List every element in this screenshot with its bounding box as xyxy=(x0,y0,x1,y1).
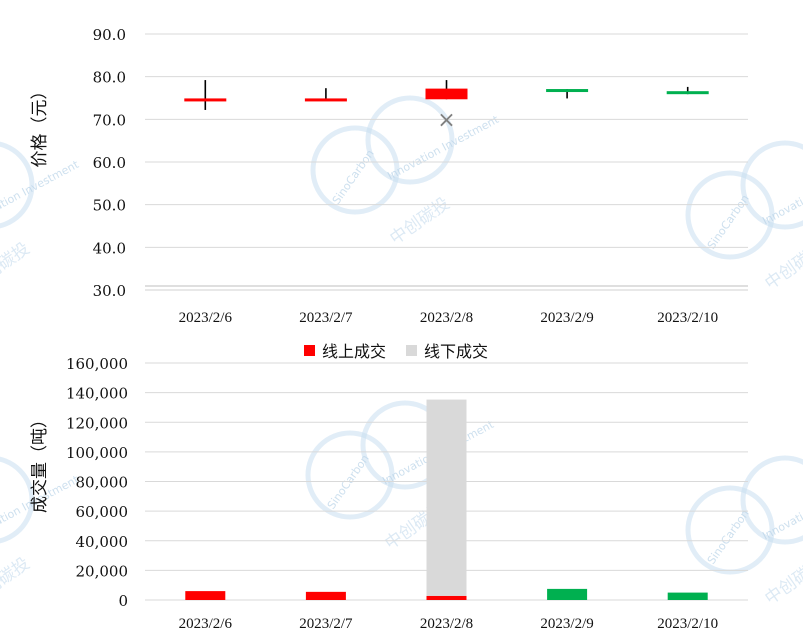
volume-ytick-label: 0 xyxy=(118,592,128,610)
watermark-circle xyxy=(0,141,35,229)
volume-xtick-label: 2023/2/9 xyxy=(540,616,593,632)
volume-ytick-label: 140,000 xyxy=(66,385,128,403)
volume-xtick-label: 2023/2/6 xyxy=(179,616,233,632)
watermark-circle xyxy=(365,95,455,185)
legend-label: 线上成交 xyxy=(322,342,386,361)
legend-swatch xyxy=(406,345,417,356)
volume-bar-online xyxy=(667,592,708,600)
volume-xtick-label: 2023/2/10 xyxy=(657,616,718,632)
volume-ytick-label: 20,000 xyxy=(76,562,129,580)
watermark-circle xyxy=(305,430,395,520)
price-xtick-label: 2023/2/7 xyxy=(299,310,353,326)
volume-bar-online xyxy=(547,588,588,600)
price-ytick-label: 40.0 xyxy=(93,239,126,257)
volume-bar-online xyxy=(426,595,467,600)
price-xtick-label: 2023/2/8 xyxy=(420,310,473,326)
legend-item: 线上成交 xyxy=(304,342,386,361)
volume-bar-online xyxy=(185,591,226,600)
legend-item: 线下成交 xyxy=(406,342,488,361)
volume-ytick-label: 40,000 xyxy=(76,533,129,551)
price-ytick-label: 30.0 xyxy=(93,282,126,300)
volume-ylabel: 成交量（吨） xyxy=(30,411,50,513)
price-ytick-label: 90.0 xyxy=(93,26,126,44)
candle-body xyxy=(546,89,589,93)
volume-ytick-label: 80,000 xyxy=(76,474,129,492)
price-ytick-label: 80.0 xyxy=(93,69,126,87)
volume-bar-online xyxy=(305,591,346,600)
volume-bar-offline xyxy=(426,399,467,596)
watermark-circle xyxy=(740,140,803,230)
price-xtick-label: 2023/2/6 xyxy=(179,310,233,326)
volume-ytick-label: 160,000 xyxy=(66,355,128,373)
price-marker-x: × xyxy=(437,108,455,133)
volume-ytick-label: 120,000 xyxy=(66,414,128,432)
price-xtick-label: 2023/2/9 xyxy=(540,310,593,326)
legend-swatch xyxy=(304,345,315,356)
legend-label: 线下成交 xyxy=(424,342,488,361)
price-ylabel: 价格（元） xyxy=(30,83,50,168)
volume-xtick-label: 2023/2/7 xyxy=(299,616,353,632)
watermark-circle xyxy=(685,170,775,260)
price-ytick-label: 50.0 xyxy=(93,197,126,215)
volume-xtick-label: 2023/2/8 xyxy=(420,616,473,632)
watermark-circle xyxy=(0,456,35,544)
watermark-circle xyxy=(310,125,400,215)
price-ytick-label: 70.0 xyxy=(93,111,126,129)
watermark-circle xyxy=(685,485,775,575)
watermark-circle xyxy=(740,455,803,545)
price-xtick-label: 2023/2/10 xyxy=(657,310,718,326)
candle-body xyxy=(184,98,227,102)
volume-ytick-label: 60,000 xyxy=(76,503,129,521)
candle-body xyxy=(304,98,347,102)
candle-body xyxy=(666,91,709,95)
price-ytick-label: 60.0 xyxy=(93,154,126,172)
volume-ytick-label: 100,000 xyxy=(66,444,128,462)
candle-body xyxy=(425,88,468,100)
